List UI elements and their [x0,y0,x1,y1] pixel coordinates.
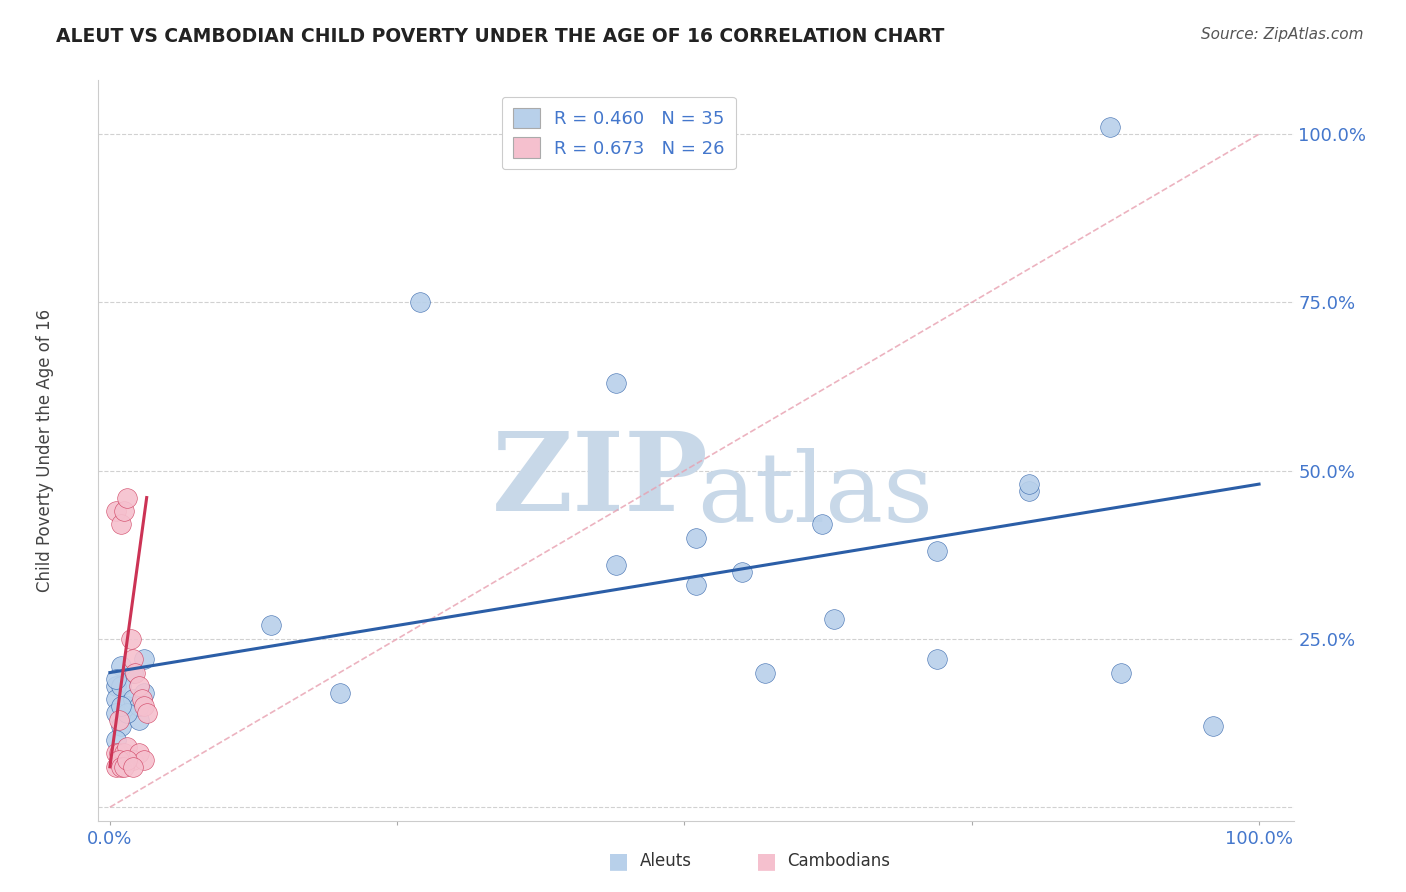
Point [112,760,135,774]
Text: ■: ■ [609,851,628,871]
Point [110,760,132,774]
Point [122,652,145,666]
Text: ALEUT VS CAMBODIAN CHILD POVERTY UNDER THE AGE OF 16 CORRELATION CHART: ALEUT VS CAMBODIAN CHILD POVERTY UNDER T… [56,27,945,45]
Text: atlas: atlas [697,448,934,541]
Point [1202,719,1225,733]
Text: Aleuts: Aleuts [640,852,692,870]
Point [115,491,138,505]
Point [685,531,707,545]
Point [112,747,135,761]
Point [108,713,131,727]
Point [128,713,150,727]
Point [115,699,138,714]
Point [134,652,156,666]
Point [131,692,153,706]
Point [122,760,145,774]
Text: ■: ■ [756,851,776,871]
Point [1109,665,1132,680]
Point [134,753,156,767]
Point [754,665,776,680]
Point [110,719,132,733]
Point [108,753,131,767]
Point [1018,477,1040,491]
Text: ZIP: ZIP [492,426,709,533]
Text: Cambodians: Cambodians [787,852,890,870]
Point [108,747,131,761]
Point [110,517,132,532]
Point [115,739,138,754]
Point [823,612,845,626]
Point [104,760,127,774]
Point [731,565,754,579]
Legend: R = 0.460   N = 35, R = 0.673   N = 26: R = 0.460 N = 35, R = 0.673 N = 26 [502,96,735,169]
Point [122,753,145,767]
Point [128,699,150,714]
Point [260,618,283,632]
Point [104,504,127,518]
Point [927,544,949,558]
Point [124,665,146,680]
Point [134,686,156,700]
Point [110,753,132,767]
Point [115,753,138,767]
Point [120,632,142,646]
Point [104,673,127,687]
Point [409,295,432,310]
Point [112,504,135,518]
Point [122,692,145,706]
Point [128,747,150,761]
Point [128,679,150,693]
Point [104,747,127,761]
Point [811,517,834,532]
Point [685,578,707,592]
Point [115,706,138,720]
Point [104,732,127,747]
Point [329,686,352,700]
Point [134,699,156,714]
Point [110,658,132,673]
Point [1018,483,1040,498]
Point [135,706,157,720]
Point [1098,120,1121,135]
Text: Child Poverty Under the Age of 16: Child Poverty Under the Age of 16 [35,309,53,592]
Point [122,665,145,680]
Point [104,679,127,693]
Point [104,692,127,706]
Point [104,706,127,720]
Point [605,376,627,391]
Point [110,679,132,693]
Point [605,558,627,572]
Point [927,652,949,666]
Text: Source: ZipAtlas.com: Source: ZipAtlas.com [1201,27,1364,42]
Point [110,699,132,714]
